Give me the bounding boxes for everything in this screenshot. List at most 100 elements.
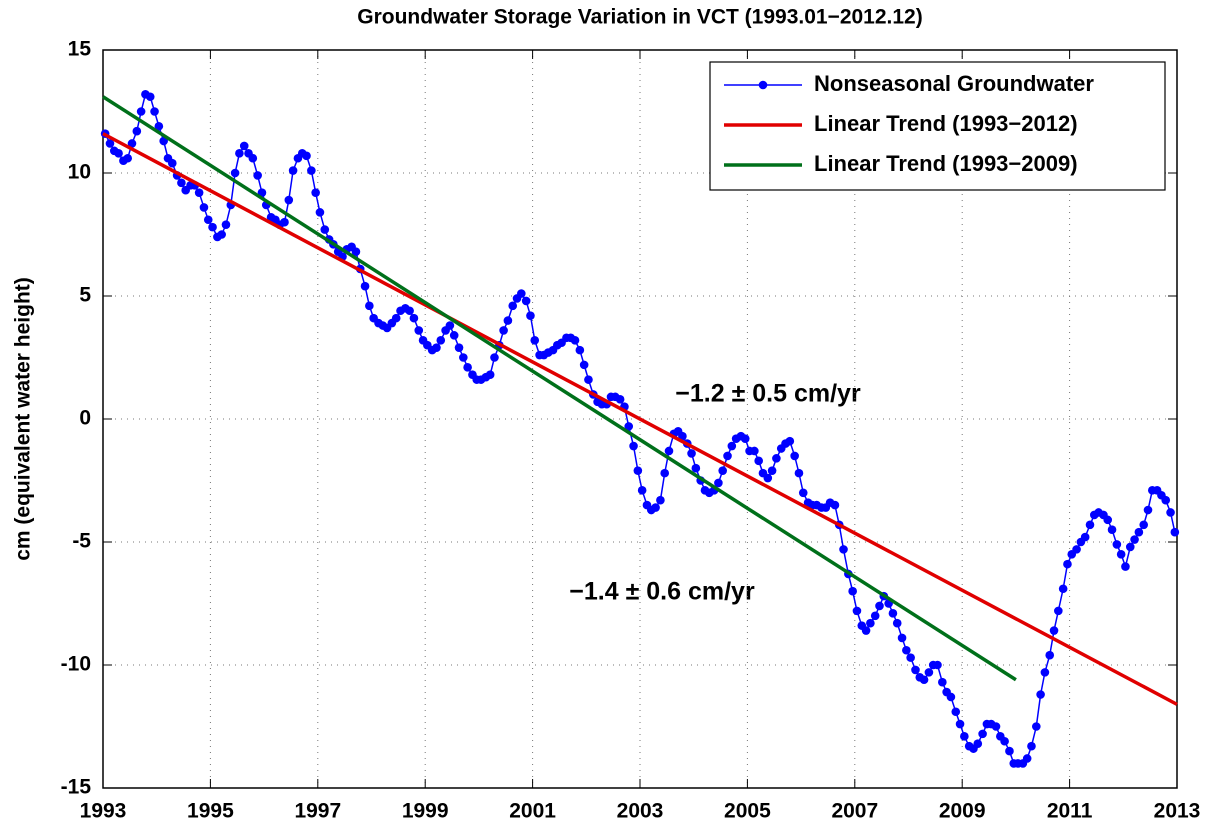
legend-swatch	[758, 80, 768, 90]
data-point	[772, 454, 781, 463]
data-point	[302, 151, 311, 161]
x-tick-label: 2009	[939, 800, 986, 823]
chart-title: Groundwater Storage Variation in VCT (19…	[357, 6, 922, 29]
data-point	[307, 166, 316, 175]
data-point	[315, 208, 325, 217]
data-point	[906, 653, 915, 662]
x-tick-label: 2011	[1047, 800, 1093, 823]
data-point	[687, 449, 696, 458]
data-point	[414, 326, 424, 335]
data-point	[208, 222, 217, 232]
data-point	[150, 107, 159, 116]
data-point	[239, 141, 249, 151]
data-point	[861, 626, 871, 635]
data-point	[955, 719, 965, 729]
y-tick-label: 5	[79, 284, 91, 307]
data-point	[1005, 746, 1014, 756]
data-point	[1063, 559, 1072, 569]
data-point	[203, 215, 213, 225]
x-tick-label: 2003	[617, 800, 664, 823]
data-point	[1022, 754, 1032, 763]
data-point	[740, 434, 750, 443]
data-point	[145, 92, 155, 102]
data-point	[902, 645, 911, 655]
data-point	[718, 466, 727, 475]
data-point	[651, 503, 660, 512]
data-point	[167, 158, 177, 168]
data-point	[280, 217, 289, 227]
data-point	[794, 468, 804, 478]
data-point	[320, 225, 330, 234]
data-point	[919, 675, 929, 685]
data-point	[1036, 690, 1045, 699]
data-point	[897, 633, 907, 643]
series-line	[102, 95, 1017, 682]
data-point	[1000, 736, 1009, 746]
data-point	[432, 343, 441, 352]
y-tick-label: 0	[79, 407, 91, 430]
data-point	[839, 545, 848, 554]
data-point	[714, 478, 723, 488]
data-point	[946, 692, 956, 702]
data-point	[637, 486, 647, 495]
x-tick-label: 1999	[402, 800, 449, 823]
y-tick-label: 15	[68, 38, 92, 61]
data-point	[136, 107, 146, 116]
data-point	[1161, 495, 1171, 505]
x-tick-label: 1995	[187, 800, 234, 823]
data-point	[1040, 668, 1050, 677]
data-point	[1143, 505, 1153, 515]
legend-label: Linear Trend (1993−2009)	[814, 151, 1078, 176]
data-point	[517, 289, 526, 298]
data-point	[790, 451, 799, 461]
data-point	[575, 345, 585, 355]
data-point	[436, 335, 446, 345]
data-point	[127, 139, 137, 148]
data-point	[830, 500, 840, 510]
data-point	[584, 375, 593, 384]
data-point	[154, 121, 164, 131]
data-point	[870, 611, 880, 621]
data-point	[664, 446, 674, 456]
data-point	[848, 586, 857, 596]
data-point	[490, 353, 499, 362]
data-point	[1103, 515, 1113, 525]
data-point	[1080, 532, 1090, 542]
data-point	[888, 609, 898, 618]
data-point	[785, 436, 795, 446]
legend-label: Linear Trend (1993−2012)	[814, 111, 1078, 136]
data-point	[678, 431, 687, 441]
data-point	[1058, 584, 1068, 594]
data-point	[1045, 650, 1055, 660]
data-point	[1072, 545, 1081, 554]
data-point	[570, 335, 580, 345]
data-point	[445, 321, 455, 330]
data-point	[960, 732, 969, 741]
data-point	[938, 677, 947, 687]
data-point	[365, 301, 374, 311]
data-point	[449, 331, 459, 340]
data-point	[660, 468, 670, 478]
data-point	[798, 488, 808, 498]
annotation: −1.2 ± 0.5 cm/yr	[675, 380, 861, 408]
x-tick-label: 2007	[831, 800, 878, 823]
data-point	[973, 739, 983, 749]
data-point	[248, 153, 258, 163]
data-point	[951, 707, 961, 717]
x-tick-label: 2005	[724, 800, 771, 823]
y-tick-label: -10	[61, 653, 91, 676]
x-tick-label: 1997	[294, 800, 341, 823]
data-point	[852, 606, 862, 616]
data-point	[221, 220, 231, 229]
data-point	[911, 665, 920, 675]
data-point	[123, 153, 133, 163]
data-point	[1085, 520, 1095, 530]
data-point	[892, 618, 902, 628]
data-point	[1027, 741, 1036, 751]
data-point	[615, 395, 625, 404]
x-tick-label: 2001	[509, 800, 556, 823]
data-point	[754, 456, 763, 466]
data-point	[1121, 562, 1130, 571]
data-point	[933, 660, 942, 670]
legend-label: Nonseasonal Groundwater	[814, 71, 1094, 96]
